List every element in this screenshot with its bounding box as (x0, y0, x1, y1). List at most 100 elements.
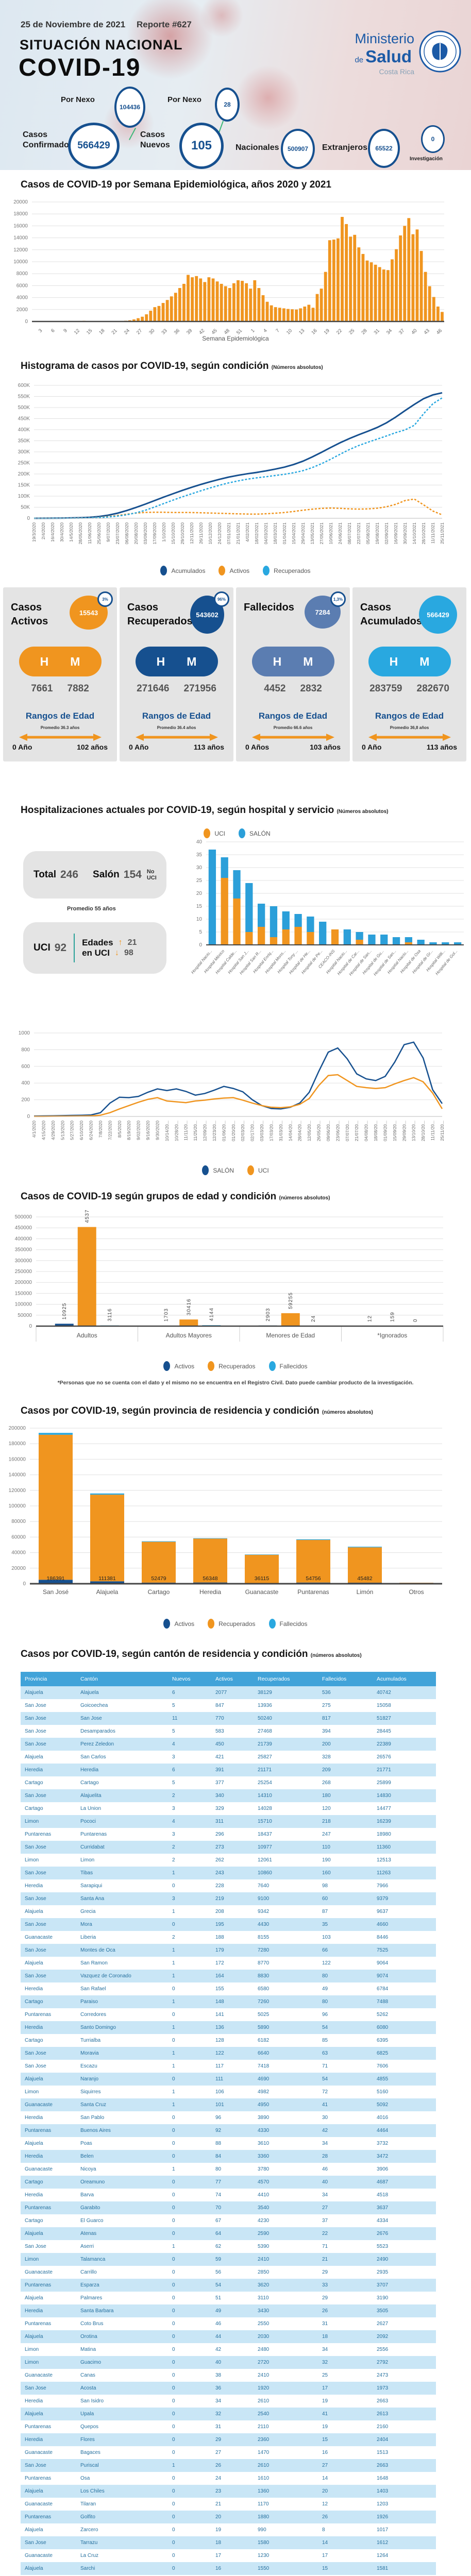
card-min-max: 0 Año 102 años (12, 743, 108, 751)
table-row: Puntarenas Buenos Aires 0 92 4330 42 4464 (21, 2124, 436, 2137)
svg-text:07/07/20...: 07/07/20... (345, 1121, 350, 1141)
table-column-header: Recuperados (254, 1672, 318, 1686)
svg-text:400000: 400000 (15, 1236, 32, 1242)
svg-text:07/01/2021: 07/01/2021 (226, 522, 231, 545)
table-row: Puntarenas Osa 0 24 1610 14 1648 (25, 2476, 389, 2481)
table-row: Cartago Cartago 5 377 25254 268 25899 (25, 1780, 391, 1786)
card-promedio: Promedio 36.3 años (40, 725, 80, 730)
table-row: Heredia Flores 0 29 2360 15 2404 (21, 2433, 436, 2446)
svg-text:28/10/20...: 28/10/20... (420, 1121, 426, 1141)
table-row: San Jose Santa Ana 3 219 9100 60 9379 (21, 1892, 436, 1905)
ministerio-seal-icon (419, 30, 461, 73)
table-row: San Jose Acosta 0 36 1920 17 1973 (21, 2382, 436, 2395)
table-row: Alajuela Sarchi 0 16 1550 15 1581 (21, 2562, 436, 2575)
svg-text:21/01/2021: 21/01/2021 (236, 522, 241, 545)
svg-text:4: 4 (262, 328, 268, 334)
svg-text:Cartago: Cartago (148, 1588, 170, 1596)
table-row: Cartago La Union 3 329 14028 120 14477 (25, 1806, 391, 1811)
table-row: Puntarenas Esparza 0 54 3620 33 3707 (21, 2279, 436, 2292)
table-row: San Jose Tarrazu 0 18 1580 14 1612 (21, 2536, 436, 2549)
svg-text:6000: 6000 (16, 283, 28, 289)
svg-text:453772: 453772 (85, 1210, 90, 1223)
svg-text:9/16/2020: 9/16/2020 (145, 1121, 150, 1140)
svg-text:400: 400 (21, 1080, 30, 1086)
svg-text:San José: San José (43, 1588, 69, 1596)
svg-text:*Ignorados: *Ignorados (377, 1332, 407, 1339)
table-row: San Jose Montes de Oca 1 179 7280 66 7525 (21, 1944, 436, 1957)
svg-text:7: 7 (275, 328, 281, 334)
svg-text:20000: 20000 (11, 1566, 26, 1571)
svg-text:36115: 36115 (255, 1575, 270, 1582)
svg-text:4/29/2020: 4/29/2020 (51, 1121, 56, 1140)
svg-text:1703: 1703 (164, 1308, 170, 1321)
svg-text:11/06/2020: 11/06/2020 (87, 522, 92, 544)
svg-text:01/09/20...: 01/09/20... (382, 1121, 388, 1141)
condition-card: Casos Activos 15543 3% H M 7661 7882 Rangos de … (3, 587, 117, 761)
por-nexo-label-1: Por Nexo (61, 95, 95, 104)
svg-text:200K: 200K (18, 471, 30, 477)
svg-text:6/10/2020: 6/10/2020 (79, 1121, 84, 1140)
svg-text:26/05/20...: 26/05/20... (316, 1121, 322, 1141)
svg-text:4/02/2021: 4/02/2021 (245, 522, 250, 542)
svg-text:0: 0 (29, 1324, 32, 1329)
activos-dot-icon (218, 566, 226, 575)
casos-confirmados-circle: 566429 (68, 123, 120, 169)
table-row: Alajuela Poas 0 88 3610 34 3732 (25, 2141, 389, 2146)
table-row: San Jose Desamparados 5 583 27468 394 28445 (25, 1728, 391, 1734)
svg-text:8/5/2020: 8/5/2020 (117, 1121, 122, 1138)
table-row: San Jose Goicoechea 5 847 13936 275 15058 (25, 1703, 391, 1708)
table-column-header: Nuevos (168, 1672, 211, 1686)
uci-dot-icon (204, 828, 211, 838)
logo-salud: Salud (365, 47, 412, 66)
svg-text:11/11/2021: 11/11/2021 (430, 522, 435, 544)
legend-item: Recuperados (263, 566, 311, 575)
svg-text:23/07/2020: 23/07/2020 (115, 522, 120, 545)
svg-text:15: 15 (196, 904, 203, 909)
table-row: Puntarenas Coto Brus 0 46 2550 31 2627 (25, 2321, 389, 2327)
age-range-arrow-icon (135, 734, 218, 741)
table-row: Guanacaste Nicoya 1 80 3780 46 3906 (25, 2166, 389, 2172)
svg-text:12/23/20...: 12/23/20... (212, 1121, 217, 1141)
svg-text:200: 200 (21, 1097, 30, 1103)
recuperados-dot-icon (208, 1361, 215, 1371)
total-label: Total (33, 869, 56, 880)
divider (74, 934, 75, 962)
salon-label: Salón (93, 869, 120, 880)
edad-min: 21 (127, 938, 137, 947)
province-legend: Activos Recuperados Fallecidos (0, 1619, 471, 1629)
svg-text:300K: 300K (18, 449, 30, 455)
svg-text:14/04/20...: 14/04/20... (288, 1121, 293, 1141)
legend-item: Acumulados (160, 566, 205, 575)
histogram-legend: Acumulados Activos Recuperados (0, 566, 471, 575)
svg-text:05/08/2021: 05/08/2021 (365, 522, 371, 545)
svg-text:3: 3 (38, 328, 44, 334)
svg-text:11/11/20...: 11/11/20... (183, 1121, 189, 1141)
svg-text:20: 20 (196, 891, 203, 896)
svg-text:186391: 186391 (46, 1575, 64, 1582)
table-row: Guanacaste Carrillo 0 56 2850 29 2935 (25, 2269, 389, 2275)
condition-histogram-chart: 0 50K 100K 150K 200K 250K 300K 350K 400K 450K 500K… (18, 383, 445, 545)
svg-text:29/09/20...: 29/09/20... (401, 1121, 407, 1141)
svg-text:50K: 50K (21, 505, 30, 511)
svg-text:52479: 52479 (151, 1575, 166, 1582)
table-row: Alajuela Alajuela 6 2077 38129 536 40742 (21, 1686, 436, 1699)
hospital-bar-legend: UCI SALÓN (57, 828, 417, 838)
svg-text:18/02/2021: 18/02/2021 (254, 522, 259, 545)
total-salon-card: Total 246 Salón 154 No UCI (23, 851, 166, 899)
report-subtitle: SITUACIÓN NACIONAL (20, 37, 183, 53)
card-min-max: 0 Año 113 años (129, 743, 224, 751)
svg-text:350K: 350K (18, 438, 30, 444)
table-row: Limon Matina 0 42 2480 34 2556 (25, 2347, 389, 2352)
svg-text:120000: 120000 (9, 1488, 26, 1494)
svg-text:0: 0 (27, 516, 30, 521)
svg-text:27/05/2021: 27/05/2021 (319, 522, 324, 545)
recuperados-dot-icon (208, 1619, 215, 1629)
edad-max: 98 (124, 948, 133, 957)
table-row: Guanacaste Bagaces 0 27 1470 16 1513 (25, 2450, 389, 2455)
table-row: Alajuela Naranjo 0 111 4690 54 4855 (21, 2073, 436, 2086)
svg-text:01/06/20...: 01/06/20... (221, 1121, 226, 1141)
connector-line (129, 128, 136, 140)
age-chart-title: Casos de COVID-19 según grupos de edad y… (21, 1191, 330, 1202)
table-row: Alajuela Los Chiles 0 23 1360 20 1403 (21, 2485, 436, 2498)
